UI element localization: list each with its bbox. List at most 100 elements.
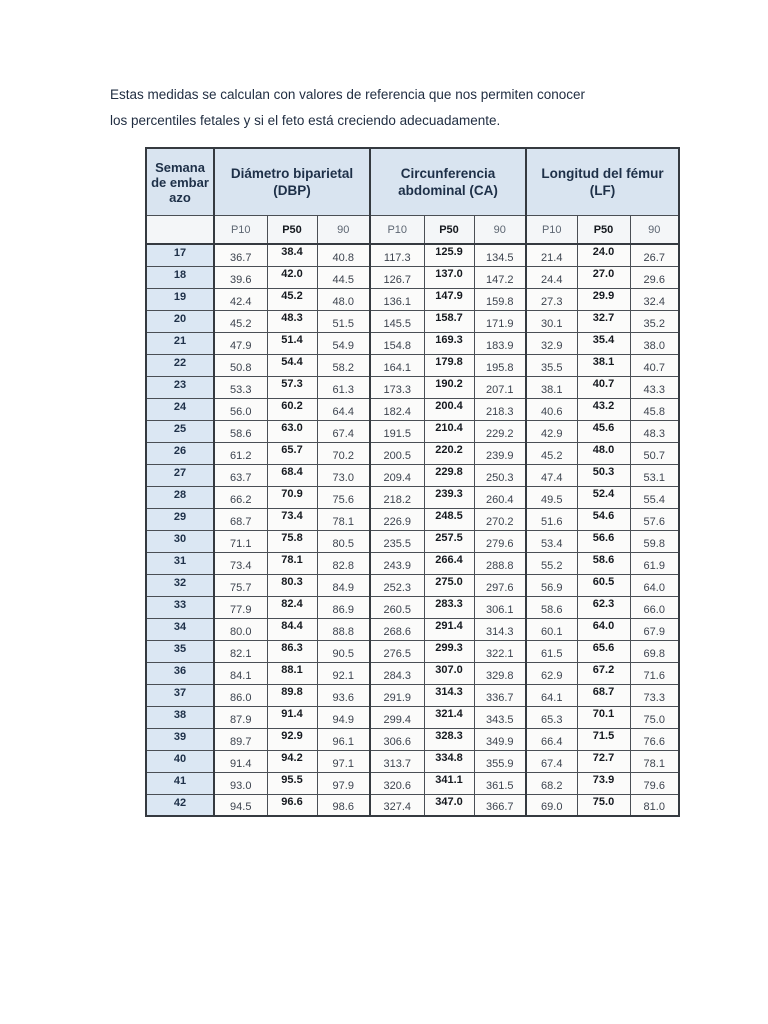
ca-p90-cell: 366.7: [473, 793, 527, 817]
subheader-p50: P50: [576, 215, 631, 245]
ca-p50-cell: 220.2: [423, 441, 475, 465]
lf-p50-cell: 50.3: [576, 463, 631, 487]
ca-p50-cell: 158.7: [423, 309, 475, 333]
dbp-p10-cell: 86.0: [213, 683, 268, 707]
table-row: 25 58.6 63.0 67.4 191.5 210.4 229.2 42.9 45.6 48.…: [145, 419, 680, 443]
ca-p50-cell: 137.0: [423, 265, 475, 289]
dbp-p50-cell: 48.3: [266, 309, 318, 333]
lf-p90-cell: 55.4: [629, 485, 680, 509]
subheader-90: 90: [316, 215, 371, 245]
dbp-p10-cell: 58.6: [213, 419, 268, 443]
subheader-p50: P50: [266, 215, 318, 245]
lf-p10-cell: 58.6: [525, 595, 578, 619]
dbp-p90-cell: 58.2: [316, 353, 371, 377]
ca-p10-cell: 145.5: [369, 309, 425, 333]
dbp-p90-cell: 92.1: [316, 661, 371, 685]
lf-p50-cell: 27.0: [576, 265, 631, 289]
table-row: 18 39.6 42.0 44.5 126.7 137.0 147.2 24.4 27.0 29.…: [145, 265, 680, 289]
dbp-p10-cell: 77.9: [213, 595, 268, 619]
lf-p50-cell: 56.6: [576, 529, 631, 553]
ca-p10-cell: 252.3: [369, 573, 425, 597]
ca-p10-cell: 154.8: [369, 331, 425, 355]
week-cell: 30: [145, 529, 215, 553]
table-row: 23 53.3 57.3 61.3 173.3 190.2 207.1 38.1 40.7 43.…: [145, 375, 680, 399]
lf-p50-cell: 32.7: [576, 309, 631, 333]
lf-p10-cell: 42.9: [525, 419, 578, 443]
lf-p50-cell: 52.4: [576, 485, 631, 509]
lf-p50-cell: 67.2: [576, 661, 631, 685]
lf-p90-cell: 38.0: [629, 331, 680, 355]
dbp-p50-cell: 63.0: [266, 419, 318, 443]
ca-p90-cell: 229.2: [473, 419, 527, 443]
table-row: 33 77.9 82.4 86.9 260.5 283.3 306.1 58.6 62.3 66.…: [145, 595, 680, 619]
week-cell: 42: [145, 793, 215, 817]
dbp-p50-cell: 95.5: [266, 771, 318, 795]
dbp-p90-cell: 96.1: [316, 727, 371, 751]
dbp-p90-cell: 75.6: [316, 485, 371, 509]
ca-p50-cell: 291.4: [423, 617, 475, 641]
ca-p10-cell: 200.5: [369, 441, 425, 465]
lf-p90-cell: 67.9: [629, 617, 680, 641]
ca-p90-cell: 306.1: [473, 595, 527, 619]
table-row: 22 50.8 54.4 58.2 164.1 179.8 195.8 35.5 38.1 40.…: [145, 353, 680, 377]
ca-p50-cell: 275.0: [423, 573, 475, 597]
ca-p50-cell: 299.3: [423, 639, 475, 663]
dbp-p10-cell: 73.4: [213, 551, 268, 575]
subheader-p50: P50: [423, 215, 475, 245]
ca-p90-cell: 270.2: [473, 507, 527, 531]
ca-p10-cell: 173.3: [369, 375, 425, 399]
dbp-p90-cell: 98.6: [316, 793, 371, 817]
ca-p10-cell: 126.7: [369, 265, 425, 289]
week-cell: 38: [145, 705, 215, 729]
table-row: 21 47.9 51.4 54.9 154.8 169.3 183.9 32.9 35.4 38.…: [145, 331, 680, 355]
table-row: 32 75.7 80.3 84.9 252.3 275.0 297.6 56.9 60.5 64.…: [145, 573, 680, 597]
ca-p50-cell: 328.3: [423, 727, 475, 751]
lf-p10-cell: 53.4: [525, 529, 578, 553]
ca-p50-cell: 283.3: [423, 595, 475, 619]
lf-p90-cell: 35.2: [629, 309, 680, 333]
dbp-p10-cell: 56.0: [213, 397, 268, 421]
ca-p50-cell: 190.2: [423, 375, 475, 399]
dbp-p10-cell: 80.0: [213, 617, 268, 641]
dbp-p50-cell: 78.1: [266, 551, 318, 575]
table-row: 38 87.9 91.4 94.9 299.4 321.4 343.5 65.3 70.1 75.…: [145, 705, 680, 729]
subheader-90: 90: [473, 215, 527, 245]
dbp-p10-cell: 45.2: [213, 309, 268, 333]
lf-p50-cell: 54.6: [576, 507, 631, 531]
week-cell: 40: [145, 749, 215, 773]
table-row: 24 56.0 60.2 64.4 182.4 200.4 218.3 40.6 43.2 45.…: [145, 397, 680, 421]
ca-p90-cell: 329.8: [473, 661, 527, 685]
ca-p10-cell: 284.3: [369, 661, 425, 685]
ca-p90-cell: 279.6: [473, 529, 527, 553]
lf-p50-cell: 58.6: [576, 551, 631, 575]
lf-p50-cell: 70.1: [576, 705, 631, 729]
lf-p90-cell: 78.1: [629, 749, 680, 773]
lf-p50-cell: 68.7: [576, 683, 631, 707]
ca-p50-cell: 169.3: [423, 331, 475, 355]
intro-line-2: los percentiles fetales y si el feto est…: [110, 113, 501, 128]
lf-p90-cell: 64.0: [629, 573, 680, 597]
ca-p50-cell: 229.8: [423, 463, 475, 487]
dbp-p90-cell: 90.5: [316, 639, 371, 663]
ca-p90-cell: 218.3: [473, 397, 527, 421]
week-cell: 39: [145, 727, 215, 751]
ca-p10-cell: 268.6: [369, 617, 425, 641]
week-cell: 23: [145, 375, 215, 399]
lf-p50-cell: 40.7: [576, 375, 631, 399]
week-column-header: Semana de embarazo: [145, 147, 215, 216]
ca-p90-cell: 343.5: [473, 705, 527, 729]
lf-p90-cell: 53.1: [629, 463, 680, 487]
ca-p10-cell: 306.6: [369, 727, 425, 751]
lf-p90-cell: 29.6: [629, 265, 680, 289]
lf-p90-cell: 76.6: [629, 727, 680, 751]
lf-p10-cell: 55.2: [525, 551, 578, 575]
dbp-p10-cell: 53.3: [213, 375, 268, 399]
dbp-p50-cell: 73.4: [266, 507, 318, 531]
dbp-p10-cell: 94.5: [213, 793, 268, 817]
dbp-p50-cell: 86.3: [266, 639, 318, 663]
dbp-p10-cell: 50.8: [213, 353, 268, 377]
dbp-p10-cell: 42.4: [213, 287, 268, 311]
ca-p50-cell: 266.4: [423, 551, 475, 575]
ca-p10-cell: 243.9: [369, 551, 425, 575]
dbp-p10-cell: 91.4: [213, 749, 268, 773]
